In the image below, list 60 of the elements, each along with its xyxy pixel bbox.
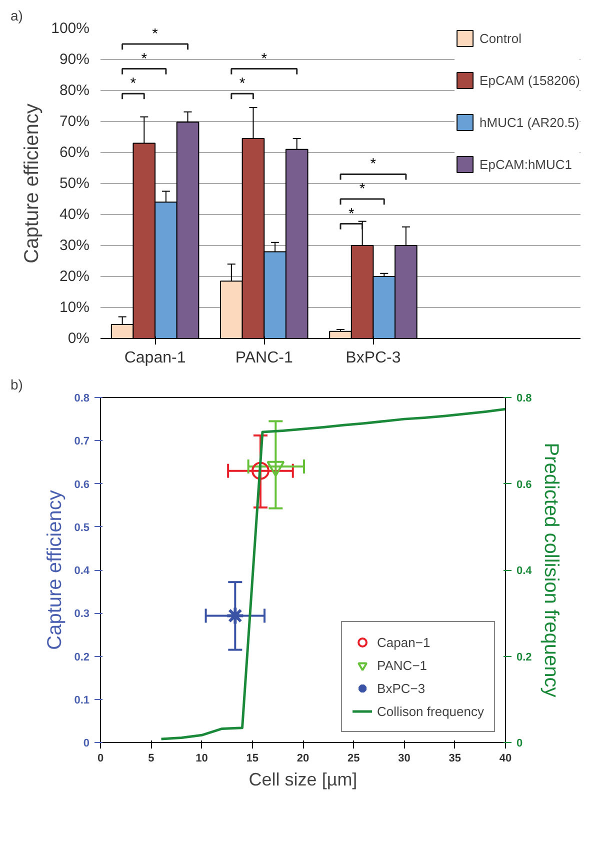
y2-tick-label: 0.6 bbox=[516, 478, 532, 491]
y-tick-label: 0 bbox=[83, 738, 90, 750]
y-tick-label: 0.4 bbox=[74, 565, 90, 577]
y-tick-label: 0.2 bbox=[74, 651, 90, 664]
y-tick-label: 0% bbox=[68, 330, 90, 347]
legend-label: Collison frequency bbox=[377, 704, 484, 718]
x-tick-label: 0 bbox=[97, 752, 104, 764]
y-tick-label: 0.3 bbox=[74, 608, 90, 620]
y2-tick-label: 0.8 bbox=[516, 392, 532, 404]
annotation: * bbox=[261, 50, 268, 68]
y-tick-label: 0.1 bbox=[74, 694, 90, 706]
y-tick-label: 70% bbox=[59, 113, 90, 130]
legend-label: Control bbox=[480, 30, 522, 46]
y-tick-label: 50% bbox=[59, 175, 90, 192]
annotation: * bbox=[348, 205, 354, 222]
y-tick-label: 20% bbox=[59, 268, 90, 285]
y-tick-label: 30% bbox=[59, 237, 90, 254]
y2-axis-title: Predicted collision frequency bbox=[540, 442, 562, 698]
x-tick-label: 10 bbox=[196, 752, 208, 764]
y-tick-label: 0.5 bbox=[74, 522, 90, 534]
annotation: * bbox=[152, 25, 158, 42]
y2-tick-label: 0.2 bbox=[516, 651, 532, 664]
x-tick-label: BxPC-3 bbox=[346, 350, 401, 366]
x-tick-label: 35 bbox=[448, 752, 462, 764]
annotation: * bbox=[141, 50, 148, 68]
y-tick-label: 80% bbox=[59, 82, 90, 99]
y2-tick-label: 0.4 bbox=[516, 565, 533, 577]
annotation: * bbox=[370, 156, 376, 173]
x-tick-label: 40 bbox=[499, 752, 512, 764]
legend-label: BxPC−3 bbox=[377, 680, 426, 696]
legend-label: EpCAM (158206) bbox=[480, 72, 580, 88]
legend-label: hMUC1 (AR20.5) bbox=[480, 114, 580, 130]
y-axis-title: Capture efficiency bbox=[21, 104, 44, 264]
y-tick-label: 0.7 bbox=[74, 436, 90, 448]
y-tick-label: 0.6 bbox=[74, 478, 90, 491]
y-tick-label: 100% bbox=[51, 20, 90, 37]
line-series bbox=[160, 408, 506, 740]
y-tick-label: 0.8 bbox=[74, 392, 90, 404]
legend-label: PANC−1 bbox=[377, 658, 428, 672]
annotation: * bbox=[130, 75, 136, 92]
x-axis-title: Cell size [µm] bbox=[248, 770, 358, 790]
y-axis-title: Capture efficiency bbox=[44, 490, 66, 650]
x-tick-label: 30 bbox=[398, 752, 410, 764]
text: b) bbox=[10, 376, 23, 392]
y-tick-label: 60% bbox=[59, 144, 90, 161]
legend-label: Capan−1 bbox=[377, 634, 430, 650]
x-tick-label: PANC-1 bbox=[235, 350, 293, 366]
x-tick-label: Capan-1 bbox=[124, 350, 186, 366]
annotation: * bbox=[239, 75, 246, 92]
legend-label: EpCAM:hMUC1 bbox=[480, 156, 572, 172]
y-tick-label: 40% bbox=[59, 206, 90, 223]
y-tick-label: 10% bbox=[59, 299, 90, 316]
x-tick-label: 15 bbox=[246, 752, 259, 764]
x-tick-label: 25 bbox=[348, 752, 360, 764]
text: a) bbox=[10, 8, 23, 24]
annotation: * bbox=[359, 180, 366, 198]
x-tick-label: 20 bbox=[296, 752, 310, 764]
x-tick-label: 5 bbox=[148, 752, 154, 764]
y2-tick-label: 0 bbox=[516, 738, 523, 750]
y-tick-label: 90% bbox=[59, 51, 90, 68]
